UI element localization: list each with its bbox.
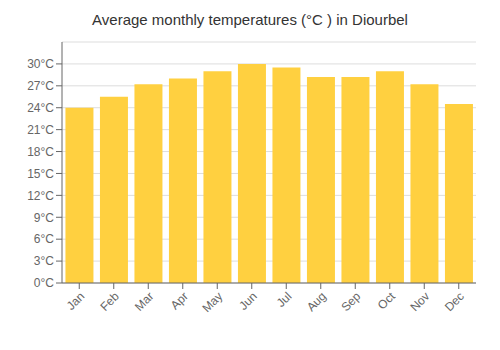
svg-text:Mar: Mar (132, 289, 157, 314)
svg-text:3°C: 3°C (34, 254, 54, 268)
svg-text:30°C: 30°C (27, 57, 54, 71)
html-text:Average monthly temperatures (: Average monthly temperatures (°C ) in Di… (92, 11, 408, 28)
svg-text:12°C: 12°C (27, 189, 54, 203)
svg-text:Oct: Oct (375, 289, 399, 313)
svg-text:15°C: 15°C (27, 167, 54, 181)
svg-text:18°C: 18°C (27, 145, 54, 159)
svg-text:27°C: 27°C (27, 79, 54, 93)
svg-text:Feb: Feb (97, 289, 122, 314)
svg-text:Apr: Apr (168, 289, 191, 312)
svg-text:Dec: Dec (442, 289, 467, 314)
svg-text:Jan: Jan (64, 289, 88, 313)
svg-text:Jun: Jun (236, 289, 260, 313)
svg-text:9°C: 9°C (34, 211, 54, 225)
svg-text:Nov: Nov (407, 289, 432, 314)
svg-text:May: May (199, 289, 225, 315)
svg-text:6°C: 6°C (34, 232, 54, 246)
svg-text:Sep: Sep (338, 289, 363, 314)
svg-text:0°C: 0°C (34, 276, 54, 290)
svg-text:21°C: 21°C (27, 123, 54, 137)
svg-text:24°C: 24°C (27, 101, 54, 115)
svg-text:Aug: Aug (304, 289, 329, 314)
svg-text:Jul: Jul (274, 289, 295, 310)
